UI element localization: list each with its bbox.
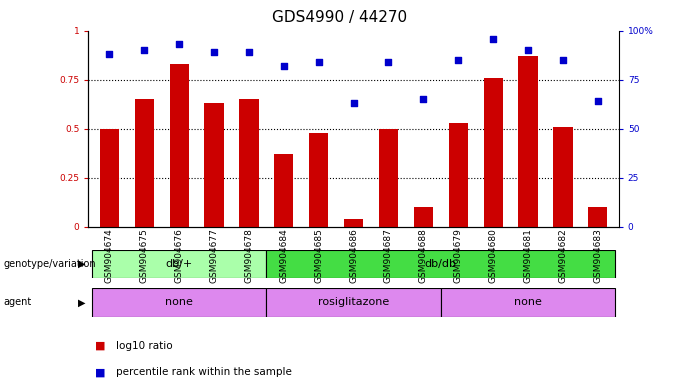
Point (453, 57, 464, 63)
Text: GSM904688: GSM904688 (419, 228, 428, 283)
Text: percentile rank within the sample: percentile rank within the sample (116, 367, 292, 377)
Text: GSM904680: GSM904680 (489, 228, 498, 283)
Text: agent: agent (3, 297, 32, 308)
Point (523, 47, 534, 53)
Text: genotype/variation: genotype/variation (3, 259, 96, 269)
Point (592, 98, 603, 104)
Bar (441, 288, 615, 317)
Point (104, 51, 115, 57)
Bar (267, 250, 615, 278)
Text: GSM904674: GSM904674 (105, 228, 114, 283)
Text: none: none (165, 297, 193, 308)
Bar (309, 132, 328, 227)
Point (348, 100, 359, 106)
Bar (344, 219, 363, 227)
Text: rosiglitazone: rosiglitazone (318, 297, 389, 308)
Bar (379, 129, 398, 227)
Bar (92, 250, 267, 278)
Point (418, 96, 429, 103)
Bar (92, 288, 267, 317)
Point (488, 35, 498, 41)
Text: GSM904684: GSM904684 (279, 228, 288, 283)
Text: GSM904681: GSM904681 (524, 228, 532, 283)
Text: GSM904682: GSM904682 (558, 228, 568, 283)
Text: GSM904686: GSM904686 (349, 228, 358, 283)
Point (243, 49, 254, 55)
Bar (449, 123, 468, 227)
Bar (414, 207, 433, 227)
Point (313, 59, 324, 65)
Bar (267, 288, 441, 317)
Text: GSM904676: GSM904676 (175, 228, 184, 283)
Text: db/db: db/db (425, 259, 457, 269)
Text: db/+: db/+ (165, 259, 192, 269)
Text: log10 ratio: log10 ratio (116, 341, 172, 351)
Bar (518, 56, 538, 227)
Point (278, 63, 289, 69)
Text: ■: ■ (95, 367, 105, 377)
Bar (274, 154, 293, 227)
Point (209, 49, 220, 55)
Bar (554, 127, 573, 227)
Text: none: none (514, 297, 542, 308)
Text: GSM904678: GSM904678 (244, 228, 254, 283)
Bar (169, 64, 189, 227)
Text: GSM904675: GSM904675 (139, 228, 149, 283)
Text: ■: ■ (95, 341, 105, 351)
Text: GSM904687: GSM904687 (384, 228, 393, 283)
Bar (239, 99, 258, 227)
Bar (483, 78, 503, 227)
Text: GSM904685: GSM904685 (314, 228, 323, 283)
Bar (588, 207, 607, 227)
Text: ▶: ▶ (78, 259, 85, 269)
Text: GSM904677: GSM904677 (209, 228, 218, 283)
Point (558, 57, 568, 63)
Bar (100, 129, 119, 227)
Point (173, 41, 184, 48)
Text: GSM904683: GSM904683 (594, 228, 602, 283)
Point (383, 59, 394, 65)
Bar (135, 99, 154, 227)
Bar (205, 103, 224, 227)
Point (139, 47, 150, 53)
Text: GSM904679: GSM904679 (454, 228, 463, 283)
Text: ▶: ▶ (78, 297, 85, 308)
Text: GDS4990 / 44270: GDS4990 / 44270 (273, 10, 407, 25)
